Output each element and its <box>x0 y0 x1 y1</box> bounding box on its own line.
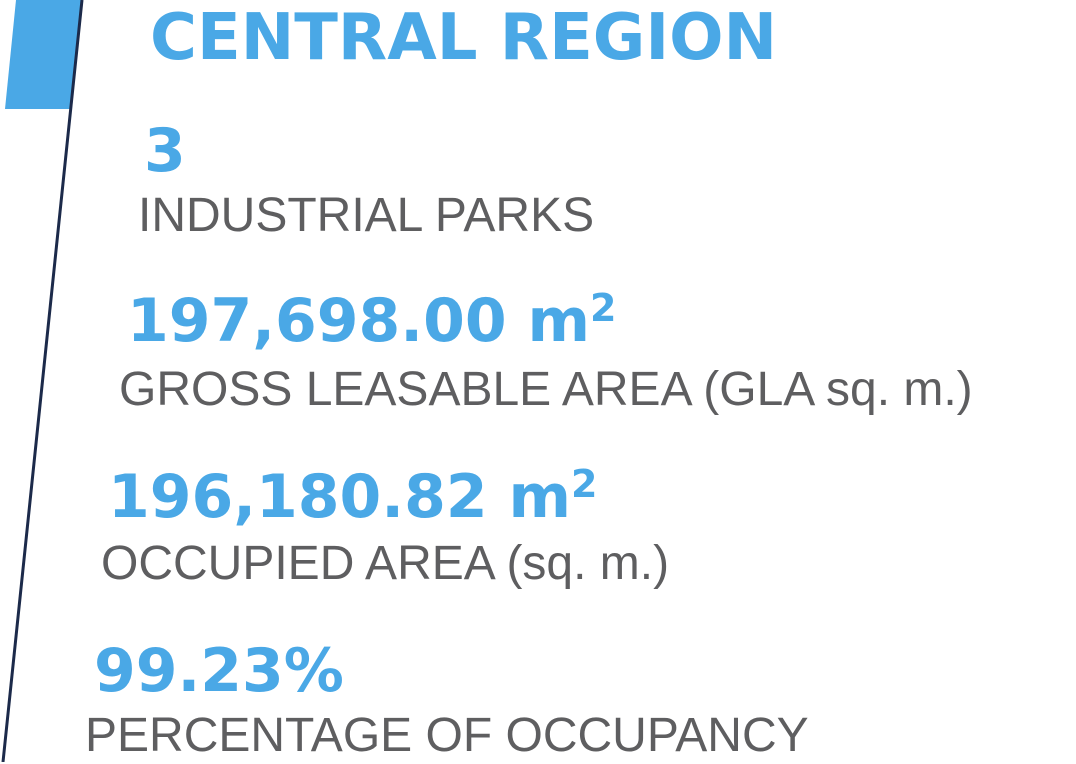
blue-slanted-block <box>5 0 82 109</box>
slanted-divider-line <box>1 0 84 762</box>
region-title: CENTRAL REGION <box>150 1 778 75</box>
stat-value-occupancy: 99.23% <box>94 636 344 706</box>
stat-label-occupied: OCCUPIED AREA (sq. m.) <box>101 537 670 590</box>
stat-value-text: 196,180.82 m <box>108 462 571 532</box>
stat-value-occupied: 196,180.82 m2 <box>108 462 597 539</box>
stat-label-gla: GROSS LEASABLE AREA (GLA sq. m.) <box>119 363 973 416</box>
stat-label-occupancy: PERCENTAGE OF OCCUPANCY <box>85 709 809 762</box>
unit-superscript: 2 <box>570 462 598 506</box>
stat-value-text: 197,698.00 m <box>127 286 590 356</box>
stat-value-parks: 3 <box>144 116 186 186</box>
stat-label-parks: INDUSTRIAL PARKS <box>138 189 595 242</box>
stat-value-text: 3 <box>144 116 186 186</box>
stat-value-gla: 197,698.00 m2 <box>127 286 616 363</box>
stat-value-text: 99.23% <box>94 636 344 706</box>
unit-superscript: 2 <box>589 286 617 330</box>
